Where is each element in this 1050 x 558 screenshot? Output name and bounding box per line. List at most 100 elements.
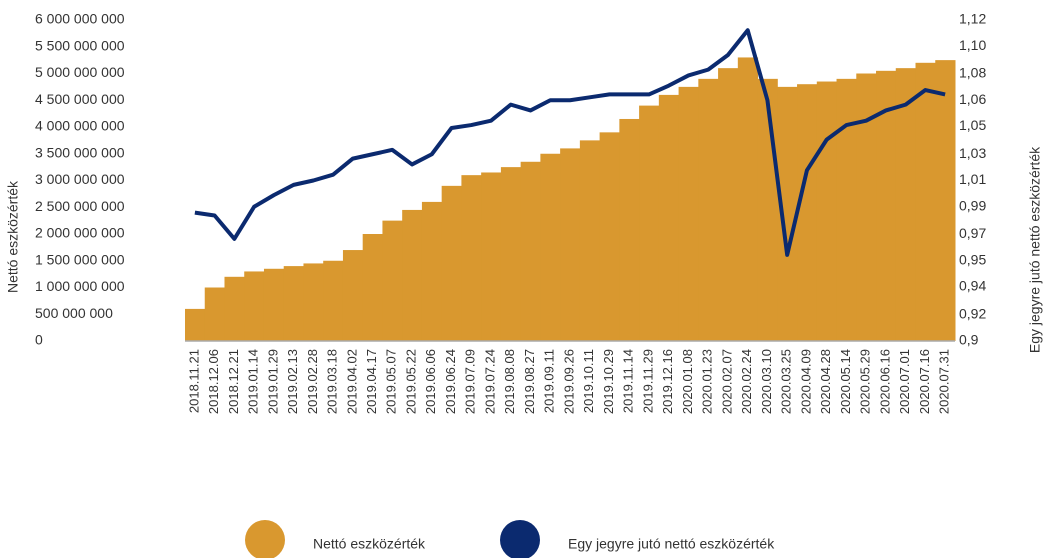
- x-tick-label: 2019.06.24: [443, 349, 458, 414]
- x-tick-label: 2020.02.24: [739, 349, 754, 414]
- x-tick-label: 2020.07.01: [897, 349, 912, 414]
- bar: [362, 234, 383, 341]
- bar: [481, 172, 502, 341]
- y-tick-label: 5 000 000 000: [35, 64, 125, 80]
- x-tick-label: 2019.04.17: [364, 349, 379, 414]
- x-tick-label: 2019.01.29: [265, 349, 280, 414]
- bar: [757, 78, 778, 341]
- bar: [323, 260, 344, 341]
- legend-marker: [500, 520, 540, 558]
- x-tick-label: 2019.03.18: [325, 349, 340, 414]
- bar: [619, 118, 640, 341]
- bar: [342, 250, 364, 341]
- x-tick-label: 2020.01.23: [700, 349, 715, 414]
- y-tick-label: 3 000 000 000: [35, 171, 125, 187]
- x-tick-label: 2018.12.06: [206, 349, 221, 414]
- y2-tick-label: 0,9: [959, 332, 979, 348]
- y2-tick-label: 1,01: [959, 171, 986, 187]
- bar: [915, 62, 936, 342]
- x-tick-label: 2019.10.11: [581, 349, 596, 413]
- bar: [421, 201, 443, 341]
- bar: [540, 153, 561, 341]
- bar: [441, 185, 462, 341]
- y2-tick-label: 1,03: [959, 145, 986, 161]
- bar: [500, 167, 522, 341]
- bar: [303, 263, 324, 341]
- bar: [224, 276, 245, 341]
- bar: [283, 266, 304, 341]
- x-tick-label: 2019.04.02: [344, 349, 359, 414]
- x-tick-label: 2020.01.08: [680, 349, 695, 414]
- y-tick-label: 4 000 000 000: [35, 118, 125, 134]
- bar: [658, 94, 680, 342]
- y2-tick-label: 0,97: [959, 225, 986, 241]
- y-tick-label: 3 500 000 000: [35, 144, 125, 160]
- bar: [935, 60, 956, 341]
- bar: [797, 84, 818, 341]
- legend-marker: [245, 520, 285, 558]
- x-tick-label: 2019.08.08: [502, 349, 517, 414]
- y-tick-label: 1 500 000 000: [35, 251, 125, 267]
- x-tick-label: 2018.11.21: [186, 349, 201, 413]
- x-tick-label: 2019.07.24: [482, 349, 497, 414]
- x-tick-label: 2019.01.14: [246, 349, 261, 414]
- x-tick-label: 2019.02.28: [305, 349, 320, 414]
- y2-tick-label: 0,99: [959, 197, 986, 213]
- bar: [579, 140, 601, 341]
- x-tick-label: 2019.12.16: [660, 349, 675, 414]
- x-tick-label: 2020.07.31: [937, 349, 952, 414]
- x-tick-label: 2019.02.13: [285, 349, 300, 414]
- bar: [876, 70, 897, 341]
- bar: [737, 57, 759, 341]
- bar: [402, 209, 423, 341]
- y-axis-title: Nettó eszközérték: [5, 180, 21, 293]
- x-tick-label: 2020.03.10: [759, 349, 774, 414]
- x-tick-label: 2019.06.06: [423, 349, 438, 414]
- bar: [856, 73, 877, 341]
- x-tick-label: 2020.03.25: [779, 349, 794, 414]
- bar: [698, 78, 719, 341]
- x-tick-label: 2020.04.09: [798, 349, 813, 414]
- x-tick-label: 2019.10.29: [601, 349, 616, 414]
- y2-tick-label: 0,95: [959, 251, 986, 267]
- x-tick-label: 2019.11.14: [621, 349, 636, 413]
- bar: [560, 148, 581, 341]
- x-tick-label: 2019.09.11: [542, 349, 557, 413]
- y-tick-label: 5 500 000 000: [35, 37, 125, 53]
- x-tick-label: 2020.04.28: [818, 349, 833, 414]
- x-tick-label: 2020.05.14: [838, 349, 853, 414]
- y-tick-label: 2 000 000 000: [35, 225, 125, 241]
- y2-tick-label: 1,06: [959, 91, 986, 107]
- bar: [599, 132, 620, 341]
- x-tick-label: 2019.07.09: [463, 349, 478, 414]
- x-tick-label: 2020.02.07: [719, 349, 734, 414]
- y-tick-label: 2 500 000 000: [35, 198, 125, 214]
- x-tick-label: 2020.05.29: [858, 349, 873, 414]
- x-tick-label: 2019.09.26: [561, 349, 576, 414]
- y2-tick-label: 0,94: [959, 278, 986, 294]
- bar: [718, 68, 739, 342]
- legend-label: Nettó eszközérték: [313, 536, 426, 552]
- bar: [639, 105, 660, 341]
- bar: [185, 308, 206, 341]
- bar: [263, 268, 285, 341]
- y2-tick-label: 1,08: [959, 65, 986, 81]
- bar: [461, 175, 482, 341]
- y2-tick-label: 0,92: [959, 305, 986, 321]
- bar: [204, 287, 225, 341]
- line: [194, 28, 946, 257]
- bar: [816, 81, 838, 342]
- legend-label: Egy jegyre jutó nettó eszközérték: [568, 536, 775, 552]
- bar: [244, 271, 265, 341]
- bar: [836, 78, 857, 341]
- x-tick-label: 2020.06.16: [877, 349, 892, 414]
- y2-tick-label: 1,12: [959, 11, 986, 27]
- x-tick-label: 2019.11.29: [640, 349, 655, 413]
- x-tick-label: 2020.07.16: [917, 349, 932, 414]
- y-tick-label: 1 000 000 000: [35, 278, 125, 294]
- x-tick-label: 2018.12.21: [226, 349, 241, 414]
- y-tick-label: 6 000 000 000: [35, 11, 125, 27]
- x-tick-label: 2019.05.07: [384, 349, 399, 414]
- bar: [777, 86, 798, 341]
